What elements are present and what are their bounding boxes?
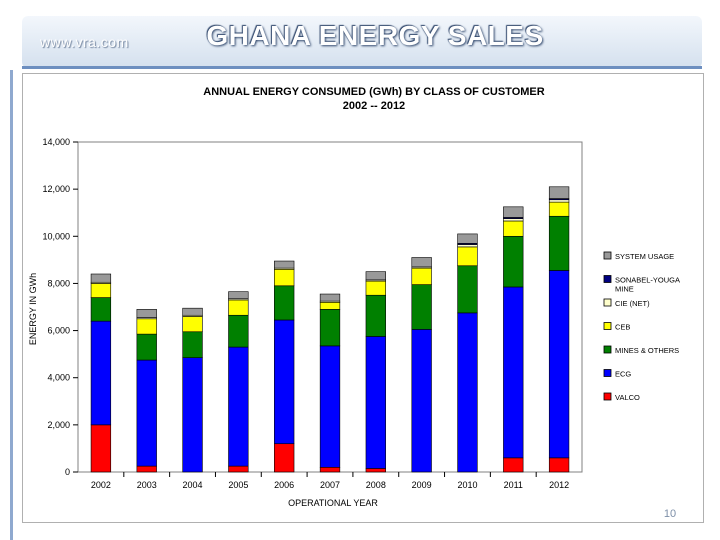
bar-segment[interactable]: [228, 465, 249, 473]
legend-swatch: [603, 369, 612, 377]
y-tick-label: 2,000: [47, 420, 70, 430]
x-tick-label: 2004: [183, 480, 203, 490]
bar-segment[interactable]: [365, 280, 386, 296]
y-tick-label: 0: [65, 467, 70, 477]
x-tick-label: 2009: [412, 480, 432, 490]
chart-title: ANNUAL ENERGY CONSUMED (GWh) BY CLASS OF…: [203, 86, 544, 98]
bar-segment[interactable]: [411, 267, 432, 285]
bar-segment[interactable]: [274, 268, 295, 287]
legend-label: VALCO: [615, 393, 640, 402]
bar-segment[interactable]: [182, 357, 203, 473]
y-tick-label: 10,000: [42, 231, 70, 241]
y-tick-label: 8,000: [47, 278, 70, 288]
bar-segment[interactable]: [411, 257, 432, 268]
bar-segment[interactable]: [136, 465, 157, 473]
site-url[interactable]: www.vra.com: [40, 34, 129, 50]
bar-segment[interactable]: [365, 468, 386, 473]
x-tick-label: 2006: [274, 480, 294, 490]
bar-segment[interactable]: [90, 320, 112, 426]
bar-segment[interactable]: [457, 244, 478, 248]
bar-segment[interactable]: [548, 201, 570, 217]
bar-segment[interactable]: [182, 316, 203, 333]
x-tick-label: 2003: [137, 480, 157, 490]
x-tick-label: 2008: [366, 480, 386, 490]
bar-segment[interactable]: [503, 206, 524, 218]
bar-segment[interactable]: [319, 293, 341, 302]
bar-segment[interactable]: [136, 359, 157, 467]
bar-segment[interactable]: [274, 260, 295, 269]
bar-segment[interactable]: [411, 329, 432, 473]
bar-segment[interactable]: [503, 218, 524, 222]
bar-segment[interactable]: [319, 345, 341, 468]
bar-segment[interactable]: [228, 291, 249, 300]
legend-swatch: [603, 298, 612, 307]
slide-title: GHANA ENERGY SALES: [206, 20, 544, 51]
bar-segment[interactable]: [503, 220, 524, 237]
bar-segment[interactable]: [182, 307, 203, 316]
x-axis-label: OPERATIONAL YEAR: [288, 498, 378, 508]
x-tick-label: 2010: [457, 480, 477, 490]
x-tick-label: 2005: [228, 480, 248, 490]
bar-segment[interactable]: [228, 299, 249, 316]
bar-segment[interactable]: [503, 457, 524, 473]
bar-segment[interactable]: [457, 233, 478, 244]
legend-swatch: [603, 392, 612, 401]
bar-segment[interactable]: [411, 284, 432, 330]
bar-segment[interactable]: [274, 285, 295, 321]
bar-segment[interactable]: [457, 312, 478, 473]
x-tick-label: 2011: [504, 480, 523, 490]
x-tick-label: 2007: [320, 480, 340, 490]
bar-segment[interactable]: [136, 309, 157, 318]
y-tick-label: 6,000: [47, 326, 70, 336]
header-bar: [22, 16, 702, 68]
y-tick-label: 14,000: [42, 137, 70, 147]
x-tick-label: 2002: [91, 480, 111, 490]
bar-segment[interactable]: [136, 333, 157, 361]
bar-segment[interactable]: [457, 265, 478, 314]
bar-segment[interactable]: [136, 318, 157, 335]
header-divider: [22, 66, 702, 69]
bar-segment[interactable]: [548, 199, 570, 203]
y-tick-label: 12,000: [42, 184, 70, 194]
bar-segment[interactable]: [274, 443, 295, 473]
legend-swatch: [603, 275, 612, 283]
bar-segment[interactable]: [548, 270, 570, 459]
left-accent-line: [10, 70, 13, 540]
bar-segment[interactable]: [319, 309, 341, 347]
bar-segment[interactable]: [228, 314, 249, 348]
y-tick-label: 4,000: [47, 373, 70, 383]
bar-segment[interactable]: [228, 346, 249, 467]
legend-label: SYSTEM USAGE: [615, 252, 674, 261]
bar-segment[interactable]: [548, 215, 570, 271]
bar-segment[interactable]: [365, 336, 386, 469]
bar-segment[interactable]: [548, 457, 570, 473]
legend-label: CEB: [615, 323, 630, 332]
bar-segment[interactable]: [548, 186, 570, 199]
y-axis-label: ENERGY IN GWh: [28, 273, 38, 345]
page-number: 10: [663, 508, 677, 520]
bar-segment[interactable]: [503, 235, 524, 288]
bar-segment[interactable]: [457, 246, 478, 267]
legend-label: SONABEL-YOUGA MINE: [615, 276, 680, 294]
x-tick-label: 2012: [549, 480, 569, 490]
legend-swatch: [603, 345, 612, 354]
bar-segment[interactable]: [365, 294, 386, 337]
bar-segment[interactable]: [319, 301, 341, 310]
legend-swatch: [603, 322, 612, 330]
bar-segment[interactable]: [90, 297, 112, 322]
bar-segment[interactable]: [365, 271, 386, 281]
bar-segment[interactable]: [274, 319, 295, 445]
bar-segment[interactable]: [319, 466, 341, 473]
legend-swatch: [603, 251, 612, 260]
legend-label: CIE (NET): [615, 299, 650, 308]
legend-label: ECG: [615, 370, 631, 379]
chart-subtitle: 2002 -- 2012: [343, 100, 405, 112]
bar-segment[interactable]: [90, 424, 112, 473]
bar-segment[interactable]: [90, 273, 112, 283]
bar-segment[interactable]: [90, 283, 112, 298]
bar-segment[interactable]: [182, 331, 203, 358]
bar-segment[interactable]: [503, 286, 524, 459]
legend-label: MINES & OTHERS: [615, 346, 679, 355]
